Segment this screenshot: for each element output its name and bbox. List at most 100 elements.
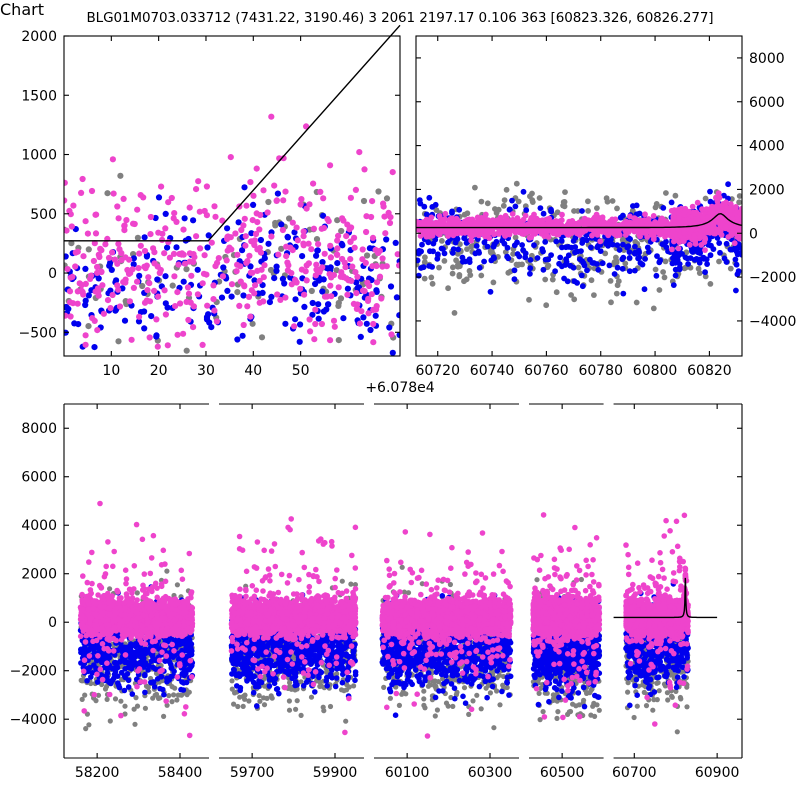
data-point [346, 226, 353, 233]
data-point [343, 718, 349, 724]
data-point [722, 225, 729, 232]
scatter-points-top-right [416, 180, 742, 316]
data-point [466, 268, 473, 274]
data-point [134, 278, 141, 285]
data-point [319, 264, 326, 271]
data-point [273, 267, 280, 274]
data-point [247, 179, 254, 186]
data-point [186, 258, 193, 265]
data-point [696, 270, 703, 276]
data-point [320, 195, 327, 202]
data-point [247, 263, 254, 270]
data-point [721, 192, 727, 199]
data-point [557, 254, 564, 261]
data-point [725, 181, 731, 188]
data-point [172, 685, 178, 691]
data-point [171, 273, 178, 280]
data-point [717, 249, 723, 256]
data-point [91, 240, 98, 247]
data-point [511, 276, 518, 283]
data-point [356, 320, 363, 327]
data-point [268, 693, 274, 699]
data-point [327, 337, 334, 344]
data-point [95, 692, 102, 698]
data-point [292, 296, 299, 303]
data-point [578, 576, 585, 583]
data-point [432, 201, 439, 208]
data-point [244, 303, 251, 310]
model-line-top-right [416, 212, 742, 229]
data-point [141, 299, 149, 306]
data-point [515, 198, 522, 205]
data-point [139, 282, 146, 290]
data-point [507, 218, 514, 225]
data-point [300, 242, 307, 249]
data-point [145, 684, 151, 691]
data-point [531, 242, 537, 249]
data-point [561, 275, 567, 282]
data-point [500, 202, 507, 209]
data-point [147, 213, 154, 221]
data-point [224, 287, 231, 294]
data-point [324, 216, 331, 223]
axis-frame-top-right [415, 35, 743, 357]
data-point [308, 694, 315, 700]
data-point [107, 586, 113, 592]
data-point [464, 246, 470, 253]
data-point [172, 303, 179, 310]
data-point [254, 246, 261, 253]
data-point [182, 260, 189, 267]
data-point [146, 334, 153, 341]
data-point [458, 221, 464, 228]
data-point [501, 240, 508, 247]
data-point [474, 692, 480, 698]
data-point [286, 698, 292, 704]
data-point [579, 240, 586, 246]
data-point [265, 240, 272, 247]
data-point [626, 249, 633, 256]
data-point [588, 277, 595, 284]
data-point [379, 263, 386, 270]
data-point [482, 211, 489, 218]
data-point [294, 237, 301, 244]
data-point [708, 227, 714, 233]
data-point [319, 259, 326, 266]
data-point [164, 568, 170, 574]
data-point [663, 190, 669, 196]
data-point [614, 264, 621, 271]
data-point [736, 199, 742, 206]
data-point [450, 703, 456, 710]
data-point [153, 332, 160, 339]
data-point [732, 256, 739, 263]
data-point [229, 678, 235, 684]
data-point [282, 188, 289, 195]
data-point [97, 245, 104, 252]
data-point [474, 214, 481, 221]
data-point [123, 217, 130, 224]
data-point [368, 213, 375, 221]
data-point [99, 681, 105, 688]
data-point [588, 244, 594, 251]
data-point [490, 243, 497, 250]
data-point [735, 231, 742, 238]
data-point [261, 695, 267, 701]
data-point [645, 216, 652, 222]
data-point [386, 324, 393, 331]
data-point [228, 293, 235, 300]
data-point [86, 722, 92, 728]
data-point [335, 284, 342, 291]
data-point [494, 217, 500, 224]
data-point [175, 261, 182, 268]
data-point [376, 247, 383, 254]
data-point [165, 199, 172, 206]
data-point [116, 303, 124, 310]
data-point [553, 220, 560, 227]
data-point [69, 273, 76, 280]
data-point [527, 257, 534, 263]
data-point [620, 290, 627, 297]
data-point [67, 211, 74, 218]
data-point [362, 259, 369, 266]
data-point [463, 225, 469, 232]
